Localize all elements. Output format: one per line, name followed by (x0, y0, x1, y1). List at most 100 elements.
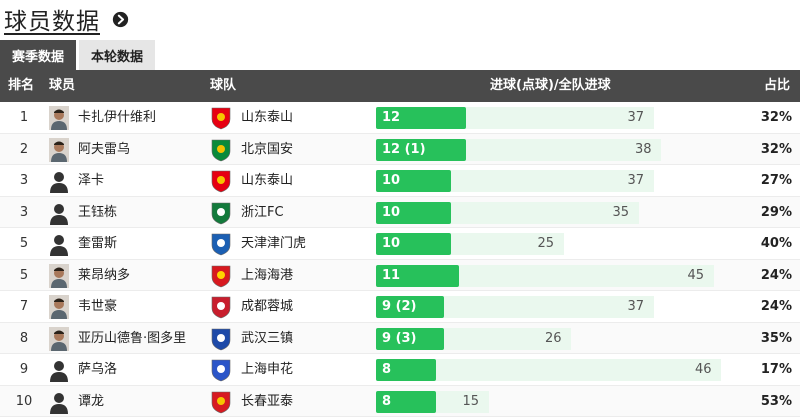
table-row[interactable]: 8 亚历山德鲁·图多里 武汉三镇 9 (3) 26 35% (0, 322, 800, 354)
page-title[interactable]: 球员数据 (4, 9, 100, 35)
team-crest-icon[interactable] (210, 138, 232, 162)
table-row[interactable]: 5 莱昂纳多 上海海港 11 45 24% (0, 259, 800, 291)
team-name-link[interactable]: 上海申花 (241, 362, 294, 377)
team-crest-icon[interactable] (210, 327, 232, 351)
share-cell: 29% (760, 204, 792, 220)
player-goals-label: 9 (2) (382, 299, 417, 314)
player-name-link[interactable]: 韦世豪 (78, 299, 118, 314)
share-cell: 32% (760, 110, 792, 125)
player-name-link[interactable]: 莱昂纳多 (78, 267, 131, 283)
player-goals-bar (376, 170, 451, 192)
team-crest-icon[interactable] (210, 106, 232, 130)
team-name-link[interactable]: 浙江FC (241, 204, 284, 220)
column-header-player[interactable]: 球员 (49, 78, 76, 93)
player-goals-label: 10 (382, 236, 401, 251)
player-goals-label: 11 (382, 267, 401, 283)
column-header-rank[interactable]: 排名 (8, 78, 35, 93)
player-avatar[interactable] (49, 295, 69, 319)
team-goals-label: 15 (462, 393, 480, 409)
column-header-share[interactable]: 占比 (763, 78, 790, 93)
table-body: 1 卡扎伊什维利 山东泰山 12 37 32% 2 阿夫雷乌 北京国安 12 (1) 38 32% 3 泽… (0, 102, 800, 417)
team-crest-icon[interactable] (210, 390, 232, 414)
table-row[interactable]: 9 萨乌洛 上海申花 8 46 17% (0, 354, 800, 386)
avatar-placeholder-icon[interactable] (49, 390, 69, 414)
team-goals-label: 37 (627, 110, 645, 125)
player-goals-bar (376, 107, 466, 129)
team-name-link[interactable]: 天津津门虎 (241, 236, 307, 251)
team-crest-icon[interactable] (210, 264, 232, 288)
player-name-link[interactable]: 谭龙 (78, 393, 105, 409)
table-row[interactable]: 10 谭龙 长春亚泰 8 15 53% (0, 385, 800, 417)
tab-season-stats[interactable]: 赛季数据 (0, 40, 77, 70)
player-name-link[interactable]: 阿夫雷乌 (78, 141, 131, 157)
player-goals-bar (376, 201, 451, 224)
player-goals-label: 9 (3) (382, 330, 417, 346)
player-goals-label: 10 (382, 204, 401, 220)
page-header: 球员数据 (4, 2, 129, 36)
team-goals-bar (376, 296, 654, 318)
avatar-placeholder-icon[interactable] (49, 232, 69, 256)
table-row[interactable]: 1 卡扎伊什维利 山东泰山 12 37 32% (0, 102, 800, 134)
rank-cell: 10 (15, 393, 33, 409)
team-name-link[interactable]: 成都蓉城 (241, 299, 294, 314)
tab-round-stats[interactable]: 本轮数据 (79, 40, 156, 70)
player-name-link[interactable]: 卡扎伊什维利 (78, 110, 157, 125)
table-header: 排名 球员 球队 进球(点球)/全队进球 占比 (0, 70, 800, 102)
player-name-link[interactable]: 奎雷斯 (78, 236, 118, 251)
avatar-placeholder-icon[interactable] (49, 201, 69, 225)
team-goals-label: 25 (537, 236, 555, 251)
tab-bar: 赛季数据 本轮数据 (0, 40, 156, 70)
team-goals-label: 35 (612, 204, 630, 220)
team-crest-icon[interactable] (210, 358, 232, 382)
rank-cell: 3 (19, 204, 29, 220)
player-goals-label: 8 (382, 393, 392, 409)
table-row[interactable]: 2 阿夫雷乌 北京国安 12 (1) 38 32% (0, 133, 800, 165)
avatar-placeholder-icon[interactable] (49, 358, 69, 382)
player-avatar[interactable] (49, 137, 69, 162)
player-avatar[interactable] (49, 106, 69, 130)
table-row[interactable]: 3 王钰栋 浙江FC 10 35 29% (0, 196, 800, 228)
arrow-circle-icon[interactable] (112, 11, 129, 28)
player-avatar[interactable] (49, 263, 69, 288)
team-name-link[interactable]: 长春亚泰 (241, 393, 294, 409)
team-crest-icon[interactable] (210, 169, 232, 193)
player-goals-bar (376, 138, 466, 161)
player-goals-label: 12 (1) (382, 141, 426, 157)
team-goals-label: 37 (627, 299, 645, 314)
share-cell: 27% (760, 173, 792, 188)
team-name-link[interactable]: 山东泰山 (241, 110, 294, 125)
table-row[interactable]: 7 韦世豪 成都蓉城 9 (2) 37 24% (0, 291, 800, 323)
table-row[interactable]: 3 泽卡 山东泰山 10 37 27% (0, 165, 800, 197)
team-crest-icon[interactable] (210, 295, 232, 319)
player-name-link[interactable]: 泽卡 (78, 173, 105, 188)
share-cell: 24% (760, 299, 792, 314)
rank-cell: 1 (19, 110, 29, 125)
team-name-link[interactable]: 武汉三镇 (241, 330, 294, 346)
player-goals-label: 10 (382, 173, 401, 188)
player-avatar[interactable] (49, 326, 69, 351)
player-name-link[interactable]: 王钰栋 (78, 204, 118, 220)
player-name-link[interactable]: 萨乌洛 (78, 362, 118, 377)
team-goals-label: 45 (687, 267, 705, 283)
team-name-link[interactable]: 上海海港 (241, 267, 294, 283)
share-cell: 40% (760, 236, 792, 251)
share-cell: 53% (760, 393, 792, 409)
share-cell: 24% (760, 267, 792, 283)
share-cell: 35% (760, 330, 792, 346)
team-name-link[interactable]: 北京国安 (241, 141, 294, 157)
player-goals-label: 12 (382, 110, 401, 125)
avatar-placeholder-icon[interactable] (49, 169, 69, 193)
column-header-team[interactable]: 球队 (210, 78, 237, 93)
player-goals-label: 8 (382, 362, 392, 377)
share-cell: 17% (760, 362, 792, 377)
team-name-link[interactable]: 山东泰山 (241, 173, 294, 188)
rank-cell: 2 (19, 141, 29, 157)
column-header-goals[interactable]: 进球(点球)/全队进球 (490, 78, 611, 93)
rank-cell: 9 (19, 362, 29, 377)
team-crest-icon[interactable] (210, 232, 232, 256)
team-goals-label: 37 (627, 173, 645, 188)
table-row[interactable]: 5 奎雷斯 天津津门虎 10 25 40% (0, 228, 800, 260)
player-goals-bar (376, 390, 436, 413)
team-crest-icon[interactable] (210, 201, 232, 225)
player-name-link[interactable]: 亚历山德鲁·图多里 (78, 330, 187, 346)
